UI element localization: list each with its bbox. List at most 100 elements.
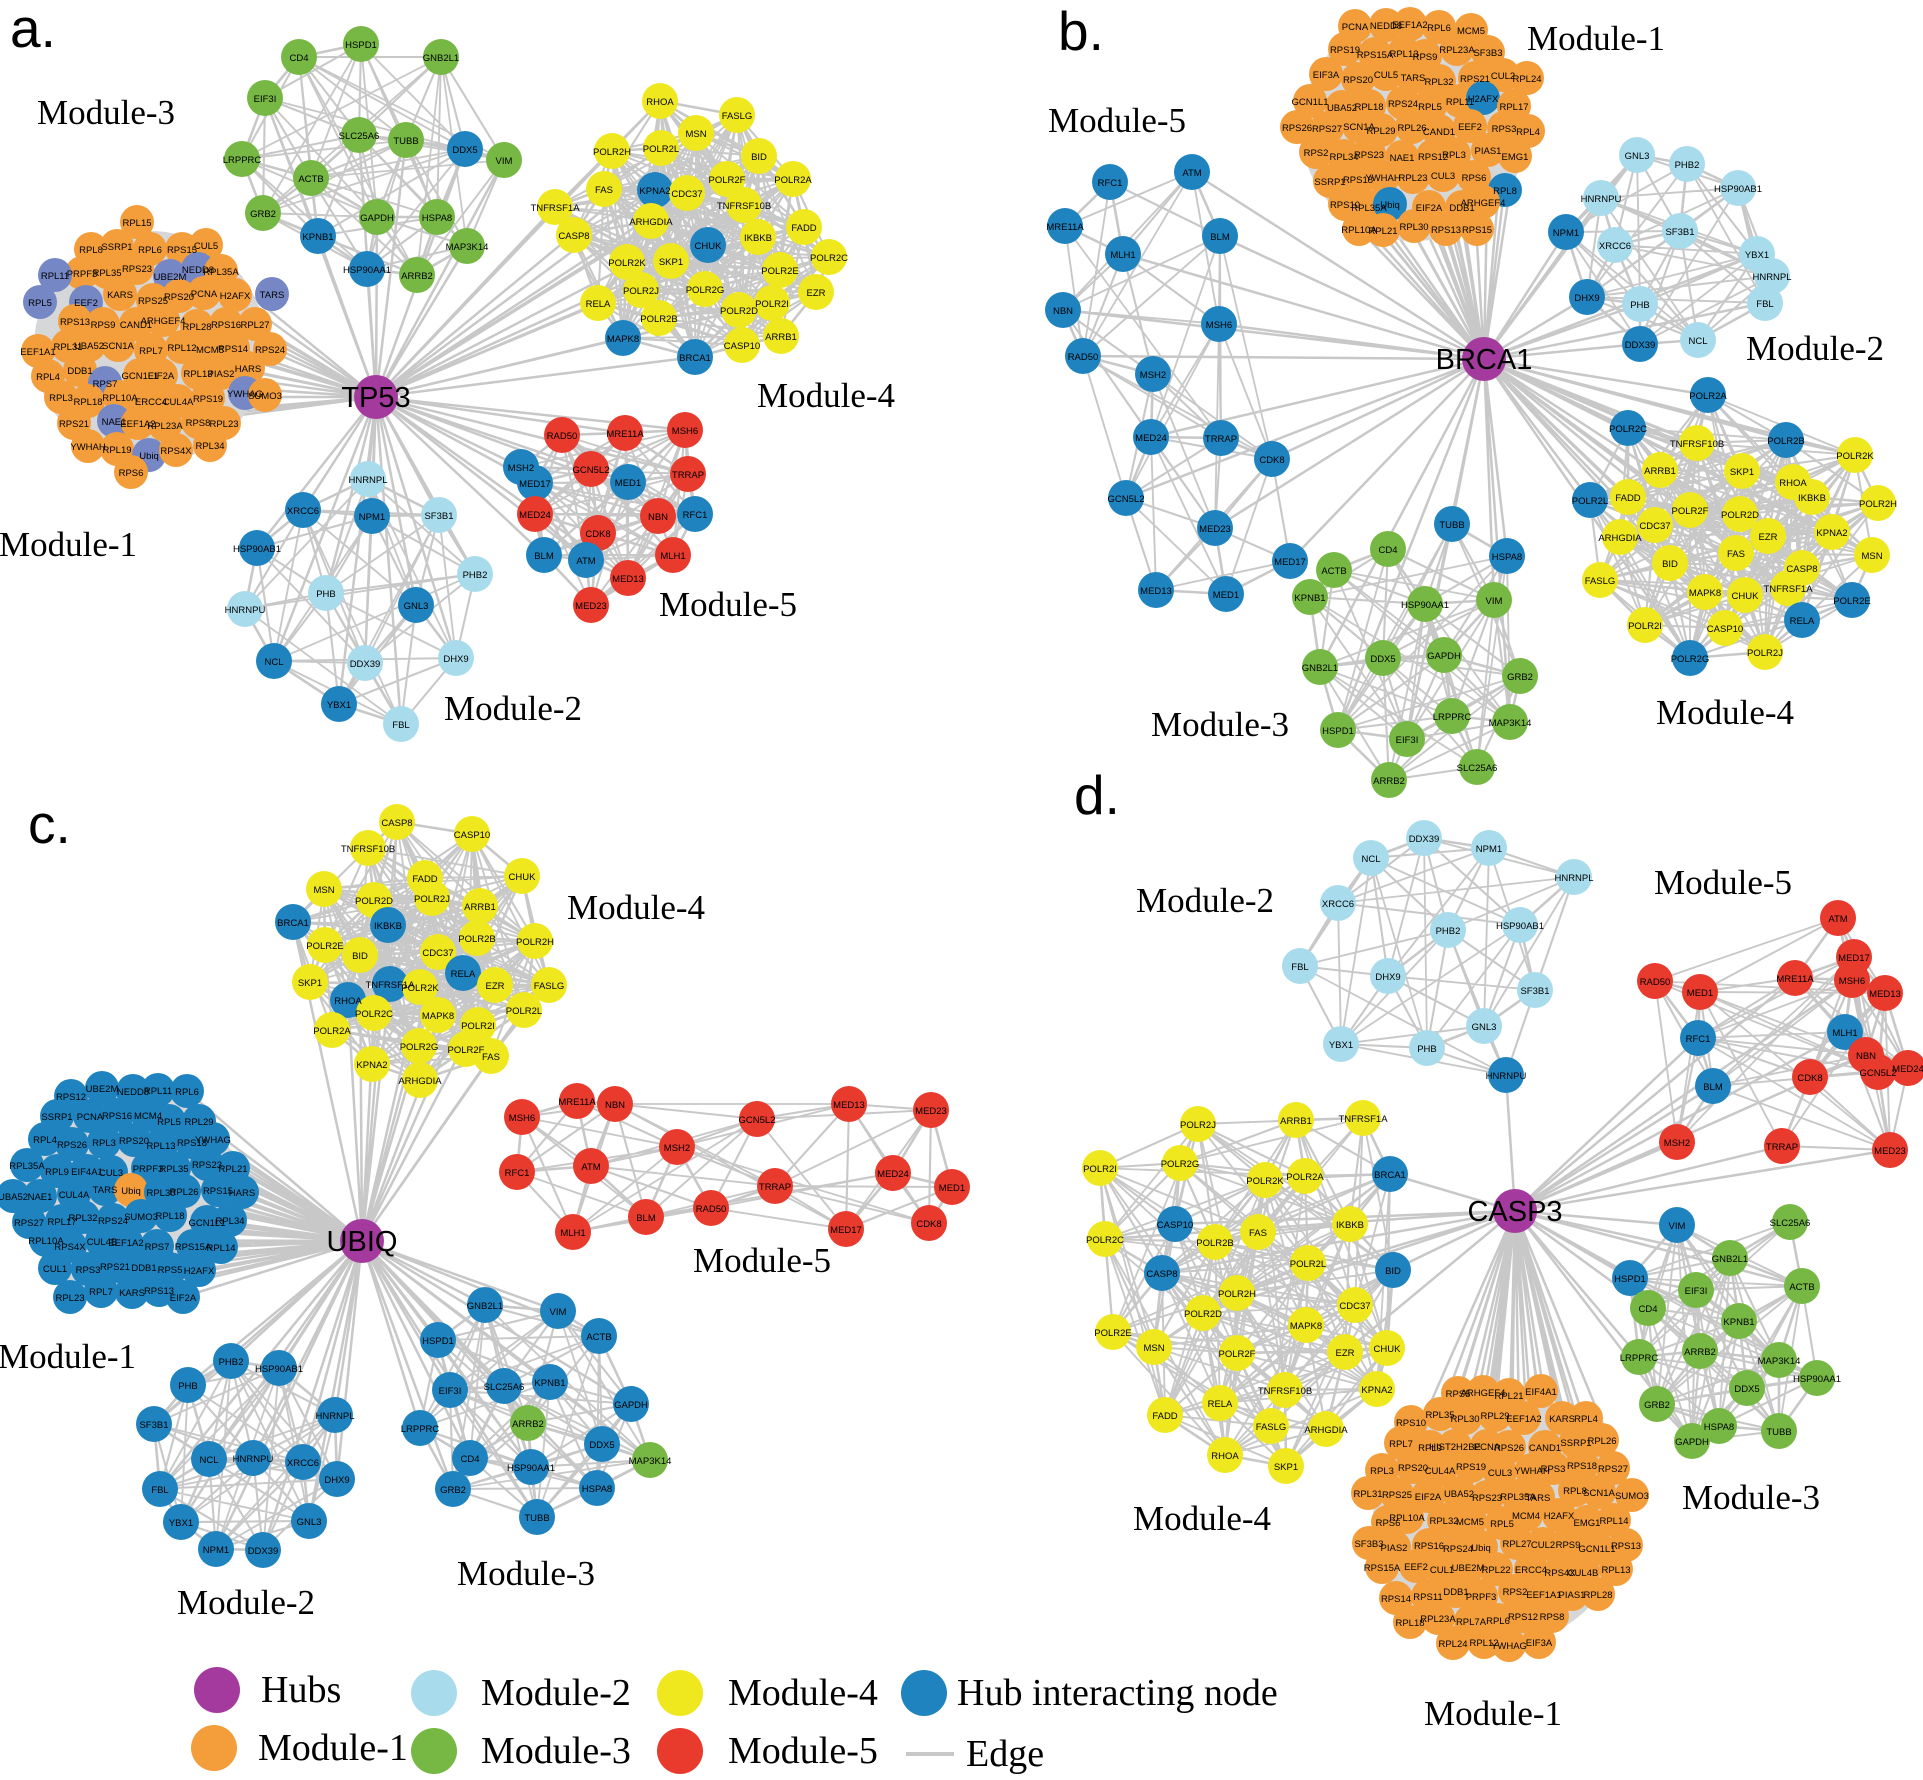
svg-text:POLR2C: POLR2C xyxy=(810,253,848,264)
svg-text:RPS13: RPS13 xyxy=(1431,225,1461,236)
svg-text:FAS: FAS xyxy=(595,185,613,196)
svg-text:CUL4B: CUL4B xyxy=(1568,1568,1599,1579)
svg-text:SSRP1: SSRP1 xyxy=(1560,1438,1591,1449)
svg-text:RPL4: RPL4 xyxy=(1574,1414,1598,1425)
svg-text:PIAS2: PIAS2 xyxy=(1381,1543,1408,1554)
svg-text:RPL28: RPL28 xyxy=(182,322,211,333)
svg-text:RPS16: RPS16 xyxy=(211,320,241,331)
svg-text:RPS8: RPS8 xyxy=(186,418,211,429)
svg-text:RELA: RELA xyxy=(586,299,611,310)
svg-text:FBL: FBL xyxy=(1291,962,1308,973)
svg-text:HARS: HARS xyxy=(229,1188,255,1199)
svg-text:CUL4A: CUL4A xyxy=(163,397,194,408)
svg-text:POLR2C: POLR2C xyxy=(1086,1235,1124,1246)
svg-text:Module-1: Module-1 xyxy=(0,1337,136,1376)
svg-text:MSN: MSN xyxy=(313,885,334,896)
svg-text:RAD50: RAD50 xyxy=(547,431,578,442)
svg-text:CUL4A: CUL4A xyxy=(1425,1466,1456,1477)
svg-text:ACTB: ACTB xyxy=(1321,566,1346,577)
svg-text:POLR2A: POLR2A xyxy=(1689,391,1727,402)
svg-text:ARHGDIA: ARHGDIA xyxy=(1304,1425,1348,1436)
svg-text:GNL3: GNL3 xyxy=(1625,151,1650,162)
svg-text:Module-3: Module-3 xyxy=(481,1730,631,1772)
svg-text:RFC1: RFC1 xyxy=(1098,178,1123,189)
svg-text:PIAS2: PIAS2 xyxy=(208,369,235,380)
svg-text:MRE11A: MRE11A xyxy=(558,1097,596,1108)
svg-text:HSP90AB1: HSP90AB1 xyxy=(255,1364,303,1375)
svg-text:ATM: ATM xyxy=(581,1162,600,1173)
svg-text:KPNA2: KPNA2 xyxy=(639,186,670,197)
svg-text:HSP90AA1: HSP90AA1 xyxy=(1793,1374,1841,1385)
svg-text:YWHAH: YWHAH xyxy=(1365,173,1401,184)
svg-text:SF3B1: SF3B1 xyxy=(1520,986,1549,997)
svg-text:RPS15A: RPS15A xyxy=(1357,50,1394,61)
svg-text:MCM5: MCM5 xyxy=(196,345,224,356)
svg-text:DDB1: DDB1 xyxy=(67,366,92,377)
svg-text:NPM1: NPM1 xyxy=(203,1545,229,1556)
svg-text:NPM1: NPM1 xyxy=(1476,844,1502,855)
svg-text:TUBB: TUBB xyxy=(1766,1427,1791,1438)
svg-text:POLR2D: POLR2D xyxy=(1721,510,1759,521)
svg-text:BLM: BLM xyxy=(1703,1082,1723,1093)
svg-text:MAP3K14: MAP3K14 xyxy=(1758,1356,1801,1367)
svg-text:RPS23: RPS23 xyxy=(1354,150,1384,161)
svg-text:HNRNPU: HNRNPU xyxy=(1581,194,1622,205)
svg-text:MLH1: MLH1 xyxy=(660,551,685,562)
svg-text:NAE1: NAE1 xyxy=(1390,153,1415,164)
svg-text:POLR2A: POLR2A xyxy=(313,1026,351,1037)
svg-text:RPL7A: RPL7A xyxy=(1456,1617,1487,1628)
svg-text:RPS7: RPS7 xyxy=(145,1242,170,1253)
svg-text:CDK8: CDK8 xyxy=(1797,1073,1822,1084)
svg-text:Module-1: Module-1 xyxy=(0,525,137,564)
svg-text:UBE2M: UBE2M xyxy=(86,1084,119,1095)
svg-text:RPS3: RPS3 xyxy=(1492,124,1517,135)
svg-text:MED13: MED13 xyxy=(612,574,644,585)
svg-text:TUBB: TUBB xyxy=(393,136,418,147)
svg-text:BRCA1: BRCA1 xyxy=(1374,1170,1406,1181)
svg-text:RPL8: RPL8 xyxy=(1493,186,1517,197)
svg-text:CD4: CD4 xyxy=(1378,545,1397,556)
svg-text:VIM: VIM xyxy=(1669,1221,1686,1232)
svg-text:RPL9: RPL9 xyxy=(1418,1443,1442,1454)
svg-text:SCN1A: SCN1A xyxy=(1343,122,1375,133)
svg-text:RPL21: RPL21 xyxy=(218,1164,247,1175)
svg-text:NCL: NCL xyxy=(1688,336,1707,347)
svg-text:Module-3: Module-3 xyxy=(1682,1478,1820,1517)
svg-text:FADD: FADD xyxy=(412,874,437,885)
svg-text:RPL32: RPL32 xyxy=(68,1213,97,1224)
svg-text:SF3B1: SF3B1 xyxy=(1665,227,1694,238)
svg-text:UBE2M: UBE2M xyxy=(154,272,187,283)
svg-text:RPS19: RPS19 xyxy=(1330,45,1360,56)
svg-text:MAPK8: MAPK8 xyxy=(1290,1321,1322,1332)
svg-text:ATM: ATM xyxy=(1828,914,1847,925)
svg-text:RPL6: RPL6 xyxy=(1486,1616,1510,1627)
svg-text:Module-4: Module-4 xyxy=(728,1672,878,1714)
svg-text:RPS21: RPS21 xyxy=(100,1262,130,1273)
svg-text:ARRB1: ARRB1 xyxy=(1280,1116,1312,1127)
svg-text:HSP90AA1: HSP90AA1 xyxy=(507,1463,555,1474)
svg-text:HARS: HARS xyxy=(235,364,261,375)
svg-text:MED17: MED17 xyxy=(519,479,551,490)
svg-text:POLR2F: POLR2F xyxy=(1672,506,1709,517)
svg-text:FBL: FBL xyxy=(1756,299,1773,310)
svg-text:CUL3: CUL3 xyxy=(99,1168,123,1179)
svg-text:POLR2B: POLR2B xyxy=(640,314,678,325)
svg-text:MED23: MED23 xyxy=(1199,524,1231,535)
svg-text:GAPDH: GAPDH xyxy=(1675,1437,1709,1448)
svg-text:MED24: MED24 xyxy=(877,1169,909,1180)
svg-text:RPS4X: RPS4X xyxy=(54,1242,86,1253)
svg-text:UBA52: UBA52 xyxy=(74,341,104,352)
svg-text:MED13: MED13 xyxy=(1140,586,1172,597)
svg-text:RPL24: RPL24 xyxy=(1438,1639,1467,1650)
svg-text:MSN: MSN xyxy=(1143,1343,1164,1354)
svg-text:RPL6: RPL6 xyxy=(138,245,162,256)
svg-text:UBA52: UBA52 xyxy=(1444,1489,1474,1500)
svg-text:ARHGDIA: ARHGDIA xyxy=(398,1076,442,1087)
svg-text:RPL21: RPL21 xyxy=(1368,226,1397,237)
svg-text:GCN1L1: GCN1L1 xyxy=(1292,97,1329,108)
svg-text:EEF1A1: EEF1A1 xyxy=(20,347,55,358)
svg-text:MED23: MED23 xyxy=(1874,1146,1906,1157)
svg-text:RPL35: RPL35 xyxy=(159,1164,188,1175)
svg-text:POLR2D: POLR2D xyxy=(355,896,393,907)
svg-text:RPS10: RPS10 xyxy=(1396,1418,1426,1429)
